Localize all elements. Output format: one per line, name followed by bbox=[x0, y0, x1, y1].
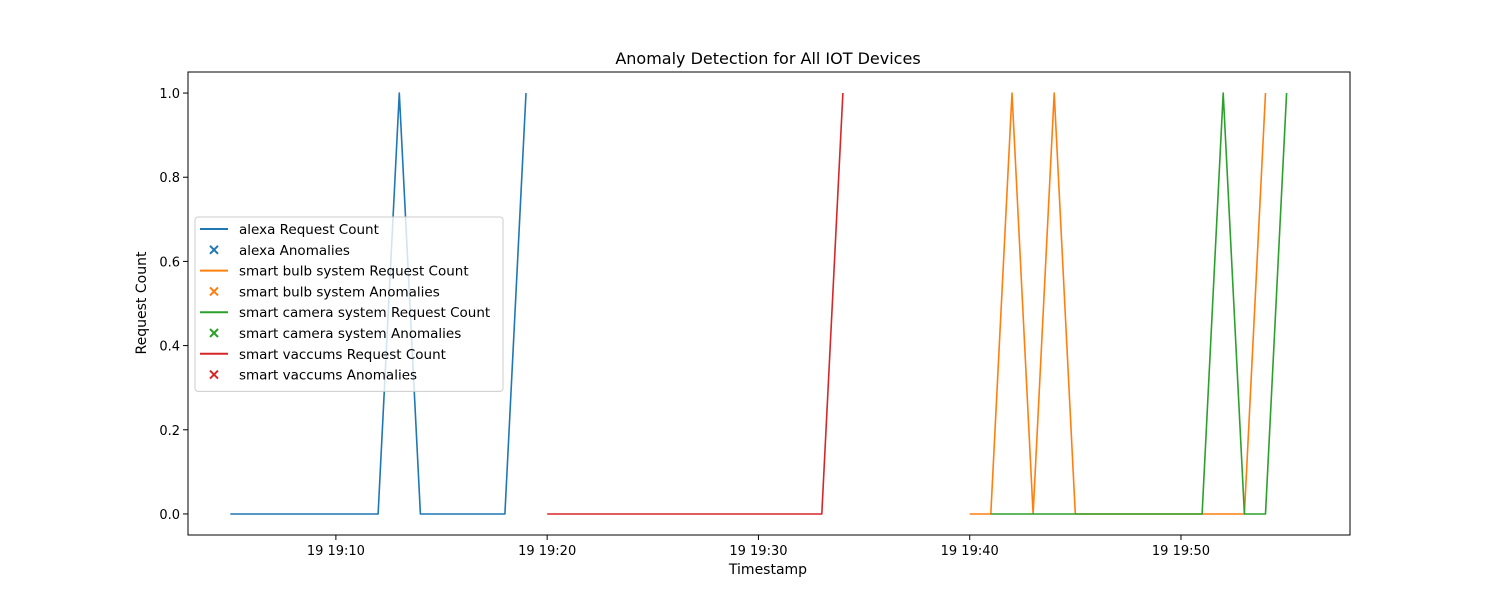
legend-entry-label: smart bulb system Request Count bbox=[239, 264, 469, 280]
chart-title: Anomaly Detection for All IOT Devices bbox=[615, 49, 920, 68]
x-marker-stroke bbox=[209, 245, 219, 255]
x-axis-label: Timestamp bbox=[728, 562, 807, 578]
x-tick-label: 19 19:30 bbox=[729, 544, 787, 559]
axis-ticks: 19 19:10 19 19:20 19 19:30 19 19:40 19 19:50… bbox=[159, 87, 1210, 559]
y-axis-label: Request Count bbox=[134, 251, 150, 354]
legend-box bbox=[194, 216, 504, 392]
y-tick-label: 0.6 bbox=[159, 255, 180, 270]
x-marker-stroke bbox=[209, 328, 219, 338]
series-line bbox=[990, 92, 1288, 515]
legend-x-marker bbox=[209, 369, 219, 380]
y-tick-label: 0.4 bbox=[159, 340, 180, 355]
y-tick-label: 0.2 bbox=[159, 424, 180, 439]
legend-x-marker bbox=[209, 245, 219, 255]
legend: alexa Request Count alexa Anomalies smart … bbox=[194, 216, 504, 392]
x-tick-label: 19 19:10 bbox=[307, 544, 365, 559]
y-tick-label: 1.0 bbox=[159, 87, 180, 102]
x-marker-stroke bbox=[209, 286, 219, 297]
legend-entry-label: smart camera system Request Count bbox=[239, 305, 490, 321]
legend-entry-label: alexa Anomalies bbox=[239, 243, 350, 259]
x-tick-label: 19 19:40 bbox=[941, 544, 999, 559]
plot-area-frame bbox=[187, 71, 1351, 536]
y-tick-label: 0.0 bbox=[159, 508, 180, 523]
series-line bbox=[969, 92, 1267, 515]
legend-entry-label: smart bulb system Anomalies bbox=[239, 284, 440, 300]
series-lines bbox=[230, 92, 1288, 515]
x-marker-stroke bbox=[209, 369, 219, 380]
legend-entry-label: smart camera system Anomalies bbox=[239, 326, 461, 342]
legend-entry-label: smart vaccums Anomalies bbox=[239, 368, 417, 384]
legend-x-marker bbox=[209, 286, 219, 297]
legend-x-marker bbox=[209, 328, 219, 338]
x-tick-label: 19 19:20 bbox=[518, 544, 576, 559]
y-tick-label: 0.8 bbox=[159, 171, 180, 186]
series-line bbox=[547, 92, 844, 515]
x-tick-label: 19 19:50 bbox=[1152, 544, 1210, 559]
legend-entry-label: smart vaccums Request Count bbox=[239, 347, 446, 363]
legend-entry-label: alexa Request Count bbox=[239, 222, 379, 238]
